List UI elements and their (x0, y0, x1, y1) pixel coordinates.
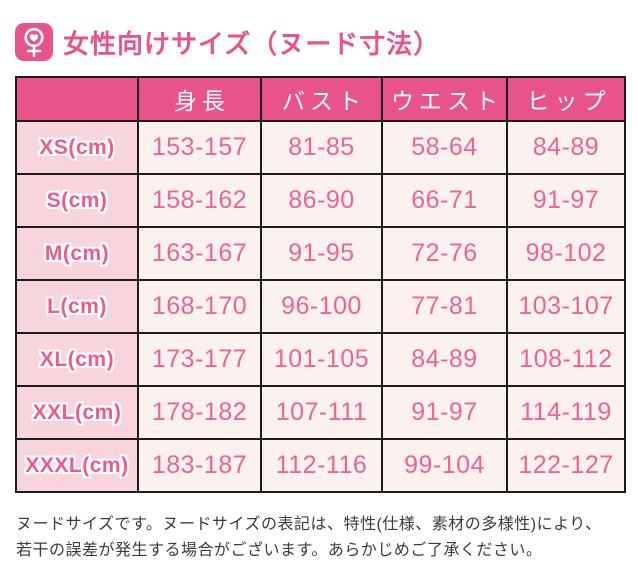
cell-xl-waist: 84-89 (381, 332, 508, 387)
row-label-xxl: XXL(cm) (15, 385, 139, 440)
footnote-line-1: ヌードサイズです。ヌードサイズの表記は、特性(仕様、素材の多様性)により、 (16, 516, 602, 533)
cell-xs-waist: 58-64 (381, 120, 508, 175)
cell-xl-height: 173-177 (137, 332, 262, 387)
footnote-line-2: 若干の誤差が発生する場合がございます。あらかじめご了承ください。 (16, 542, 543, 559)
cell-m-hip: 98-102 (506, 226, 626, 281)
size-table: 身長 バスト ウエスト ヒップ XS(cm) 153-157 81-85 58-… (15, 76, 626, 493)
table-row-xxxl: XXXL(cm) 183-187 112-116 99-104 122-127 (15, 438, 626, 493)
table-row-l: L(cm) 168-170 96-100 77-81 103-107 (15, 279, 626, 334)
table-row-s: S(cm) 158-162 86-90 66-71 91-97 (15, 173, 626, 228)
footnote: ヌードサイズです。ヌードサイズの表記は、特性(仕様、素材の多様性)により、 若干… (16, 512, 638, 564)
cell-xxxl-height: 183-187 (137, 438, 262, 493)
cell-xxxl-hip: 122-127 (506, 438, 626, 493)
cell-s-hip: 91-97 (506, 173, 626, 228)
cell-xxl-bust: 107-111 (260, 385, 383, 440)
column-header-hip: ヒップ (506, 76, 626, 122)
cell-xs-hip: 84-89 (506, 120, 626, 175)
cell-l-waist: 77-81 (381, 279, 508, 334)
cell-l-hip: 103-107 (506, 279, 626, 334)
cell-xl-hip: 108-112 (506, 332, 626, 387)
cell-s-bust: 86-90 (260, 173, 383, 228)
cell-xxl-height: 178-182 (137, 385, 262, 440)
row-label-xs: XS(cm) (15, 120, 139, 175)
row-label-m: M(cm) (15, 226, 139, 281)
cell-s-height: 158-162 (137, 173, 262, 228)
column-header-bust: バスト (260, 76, 383, 122)
page-title: 女性向けサイズ（ヌード寸法） (63, 28, 441, 59)
cell-xs-bust: 81-85 (260, 120, 383, 175)
header-row: 身長 バスト ウエスト ヒップ (15, 76, 626, 122)
row-label-xl: XL(cm) (15, 332, 139, 387)
cell-m-height: 163-167 (137, 226, 262, 281)
table-row-xs: XS(cm) 153-157 81-85 58-64 84-89 (15, 120, 626, 175)
row-label-l: L(cm) (15, 279, 139, 334)
column-header-height: 身長 (137, 76, 262, 122)
cell-xxxl-waist: 99-104 (381, 438, 508, 493)
cell-s-waist: 66-71 (381, 173, 508, 228)
row-label-xxxl: XXXL(cm) (15, 438, 139, 493)
table-row-xl: XL(cm) 173-177 101-105 84-89 108-112 (15, 332, 626, 387)
row-label-s: S(cm) (15, 173, 139, 228)
page-header: 女性向けサイズ（ヌード寸法） (0, 0, 638, 61)
cell-l-bust: 96-100 (260, 279, 383, 334)
table-row-xxl: XXL(cm) 178-182 107-111 91-97 114-119 (15, 385, 626, 440)
column-header-waist: ウエスト (381, 76, 508, 122)
cell-xxl-hip: 114-119 (506, 385, 626, 440)
cell-xl-bust: 101-105 (260, 332, 383, 387)
column-header-blank (15, 76, 139, 122)
cell-l-height: 168-170 (137, 279, 262, 334)
cell-m-waist: 72-76 (381, 226, 508, 281)
cell-xxxl-bust: 112-116 (260, 438, 383, 493)
cell-m-bust: 91-95 (260, 226, 383, 281)
table-row-m: M(cm) 163-167 91-95 72-76 98-102 (15, 226, 626, 281)
cell-xxl-waist: 91-97 (381, 385, 508, 440)
female-venus-heart-icon (15, 23, 53, 61)
cell-xs-height: 153-157 (137, 120, 262, 175)
